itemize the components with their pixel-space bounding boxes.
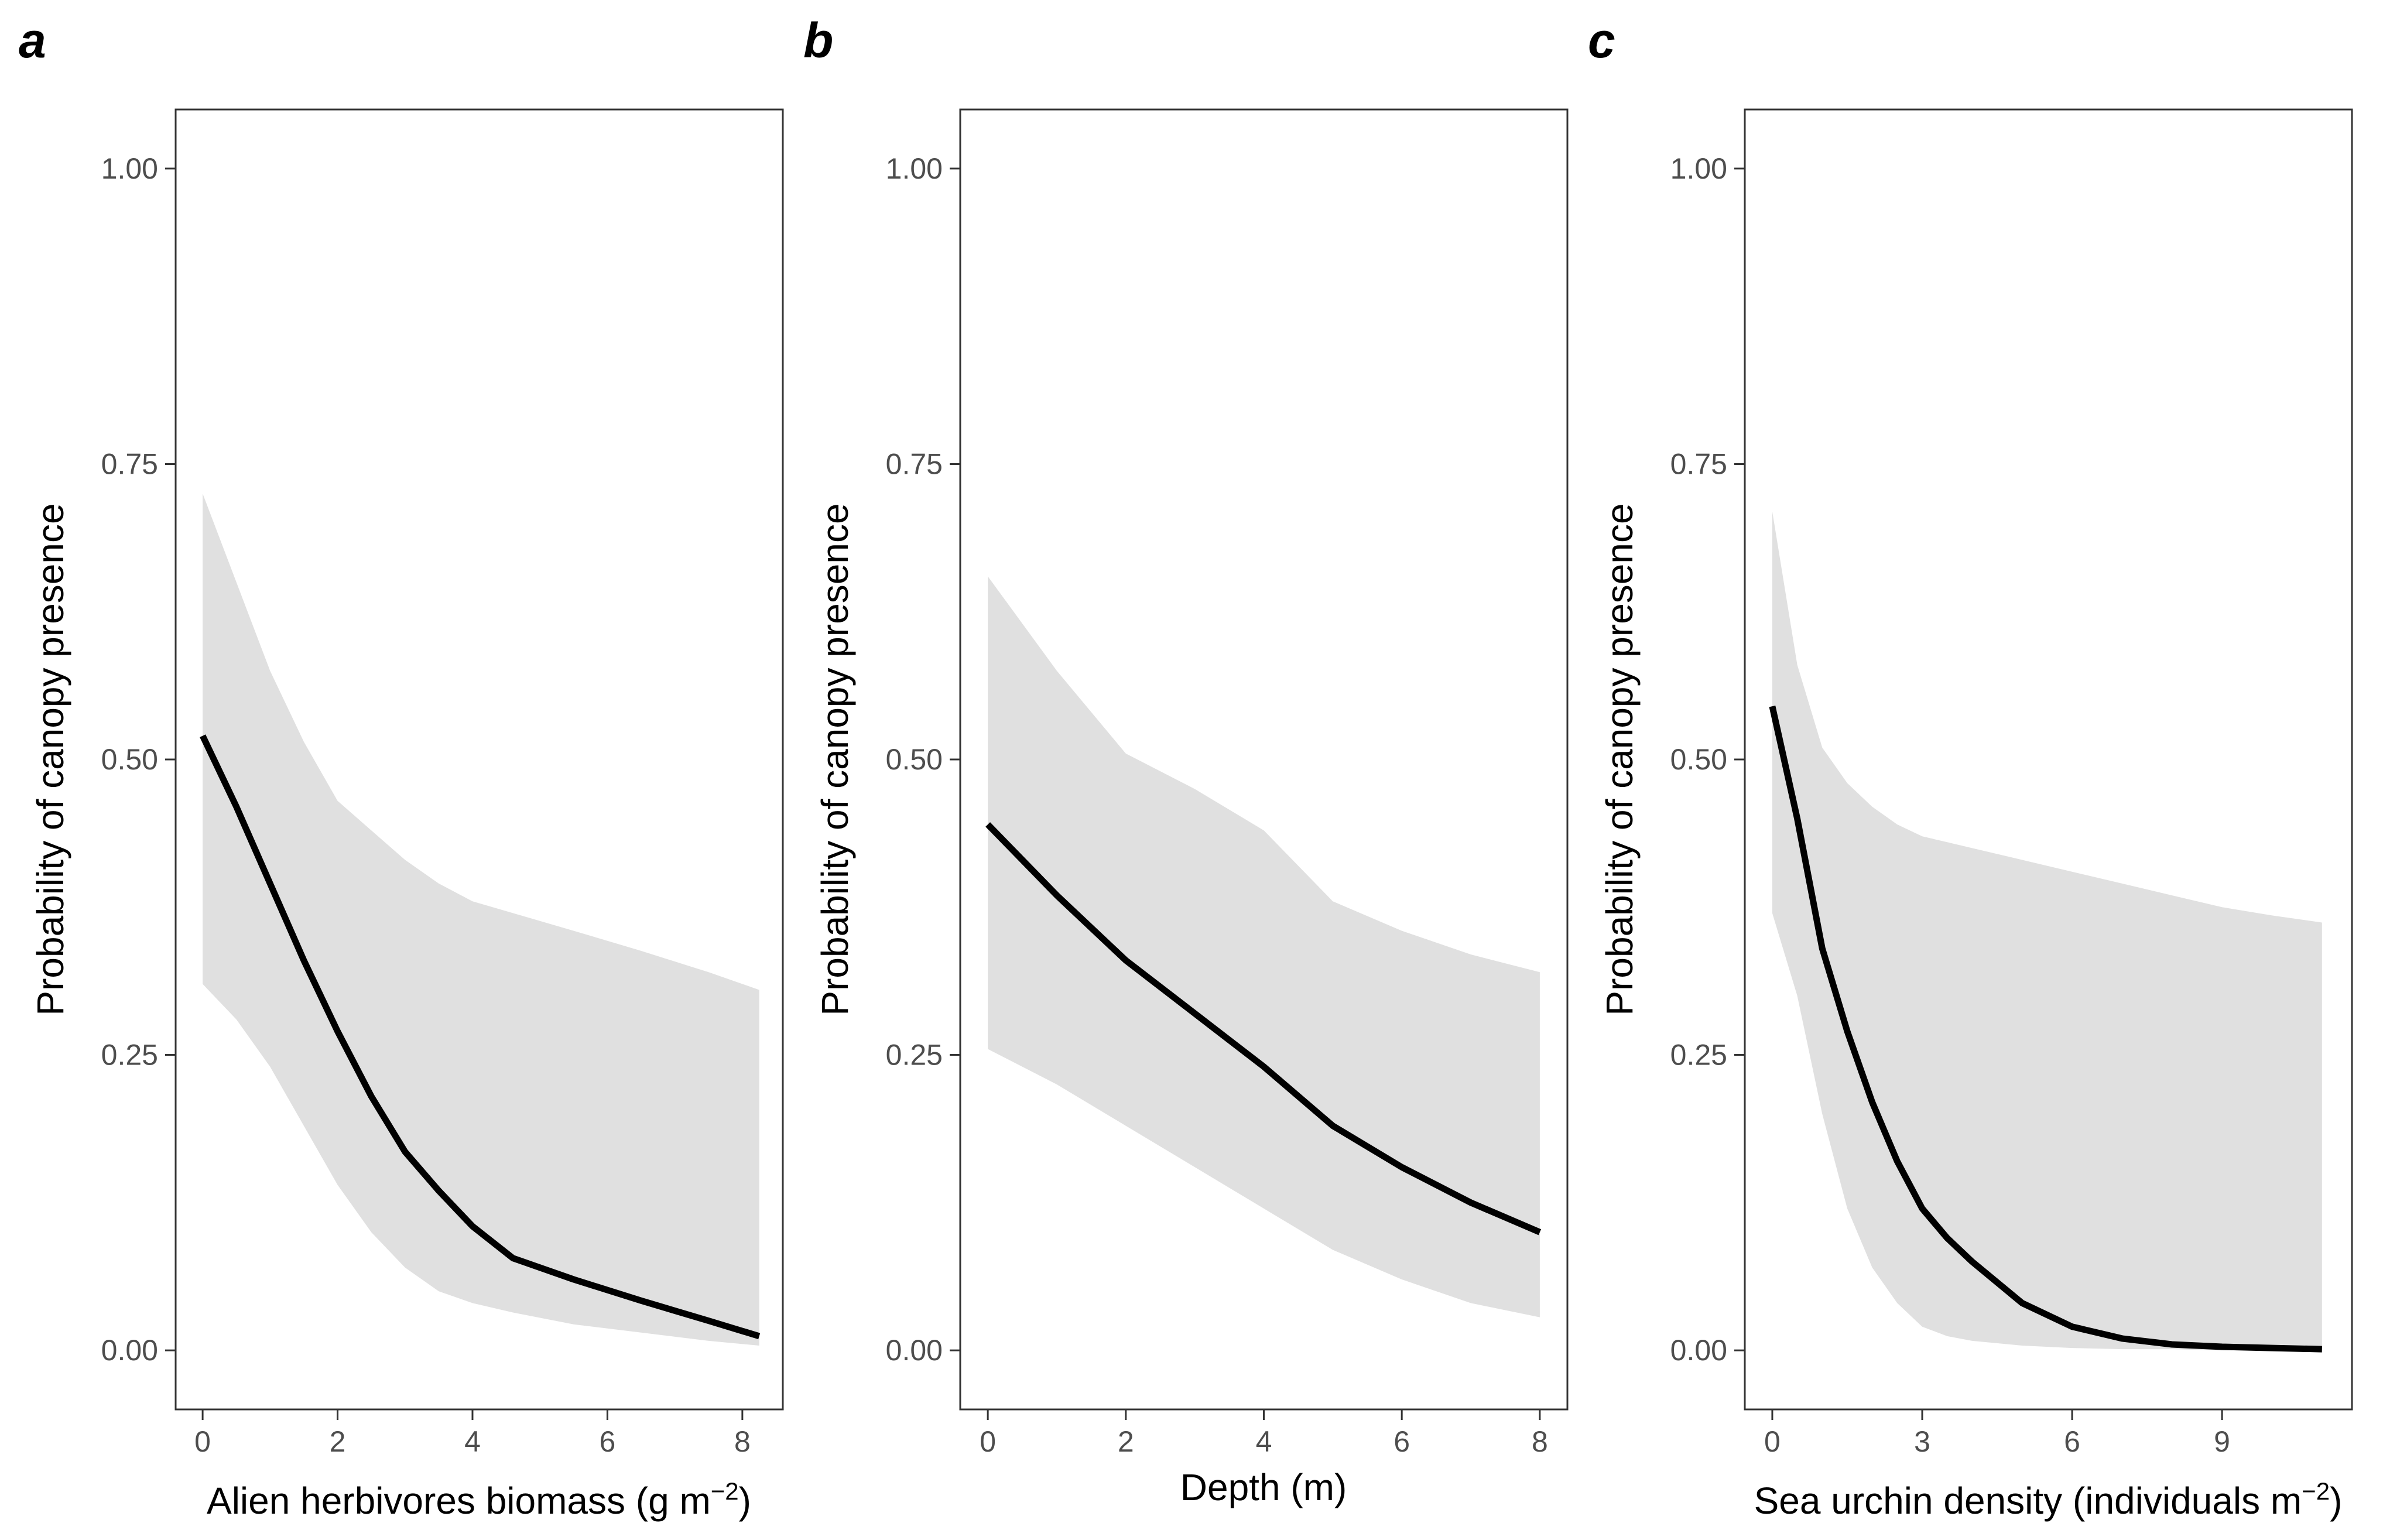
panel-a-y-tick-label: 0.50	[101, 743, 158, 776]
panel-b-x-tick-label: 8	[1532, 1425, 1548, 1458]
panel-a-fit-line	[200, 734, 761, 1340]
panel-b-x-tick-label: 6	[1393, 1425, 1410, 1458]
panel-a-line-layer	[200, 734, 761, 1340]
panel-c-y-axis-title: Probability of canopy presence	[1598, 503, 1641, 1015]
panel-c-x-tick-label: 0	[1764, 1425, 1781, 1458]
panel-c-x-tick-label: 3	[1914, 1425, 1930, 1458]
panel-b-y-tick-label: 1.00	[886, 152, 943, 185]
panel-a-y-axis-title: Probability of canopy presence	[29, 503, 71, 1015]
panel-a-confidence-ribbon	[203, 493, 759, 1346]
panel-b-y-tick-label: 0.50	[886, 743, 943, 776]
panel-b-x-tick-label: 0	[980, 1425, 996, 1458]
panel-a-yticks: 0.00 0.25 0.50 0.75 1.00	[101, 152, 176, 1367]
panel-a-x-tick-label: 2	[330, 1425, 346, 1458]
panel-b-x-tick-label: 2	[1118, 1425, 1134, 1458]
panel-b-x-tick-label: 4	[1256, 1425, 1272, 1458]
panel-b-line-layer	[985, 822, 1542, 1236]
panel-a-x-tick-label: 8	[734, 1425, 751, 1458]
panel-a-y-tick-label: 0.75	[101, 447, 158, 480]
panel-b-y-tick-label: 0.25	[886, 1039, 943, 1072]
panel-a-y-tick-label: 1.00	[101, 152, 158, 185]
panel-b-yticks: 0.00 0.25 0.50 0.75 1.00	[886, 152, 960, 1367]
panel-b: b 0.00 0.25 0.50 0.75 1.00 0 2 4 6 8 Probability…	[803, 13, 1569, 1508]
panel-b-x-axis-title: Depth (m)	[1180, 1466, 1347, 1508]
panel-c-y-tick-label: 1.00	[1670, 152, 1727, 185]
panel-c-yticks: 0.00 0.25 0.50 0.75 1.00	[1670, 152, 1745, 1367]
panel-b-y-tick-label: 0.00	[886, 1334, 943, 1367]
panel-b-fit-line	[985, 822, 1542, 1236]
panel-b-letter: b	[803, 13, 833, 68]
panel-c-letter: c	[1588, 13, 1615, 68]
panel-c-fit-line	[1769, 706, 2322, 1353]
panel-c-xticks: 0 3 6 9	[1764, 1409, 2230, 1458]
panel-b-y-tick-label: 0.75	[886, 447, 943, 480]
panel-c-y-tick-label: 0.00	[1670, 1334, 1727, 1367]
panel-a-ribbon-layer	[203, 493, 759, 1346]
panel-c-x-axis-title-end: )	[2330, 1480, 2342, 1522]
panel-a: a 0.00 0.25 0.50 0.75 1.00 0 2 4 6 8 Probability…	[19, 13, 784, 1522]
panel-c-y-tick-label: 0.25	[1670, 1039, 1727, 1072]
panel-c-x-axis-title-superscript: −2	[2302, 1477, 2330, 1505]
panel-c-ribbon-layer	[1772, 511, 2322, 1351]
panel-c-x-axis-title-main: Sea urchin density (individuals m	[1754, 1480, 2302, 1522]
panel-a-y-tick-label: 0.25	[101, 1039, 158, 1072]
panel-a-xticks: 0 2 4 6 8	[194, 1409, 751, 1458]
panel-a-x-axis-title-end: )	[739, 1480, 751, 1522]
panel-c-line-layer	[1769, 706, 2322, 1353]
panel-c: c 0.00 0.25 0.50 0.75 1.00 0 3 6 9 Probability …	[1588, 13, 2353, 1522]
panel-c-y-tick-label: 0.50	[1670, 743, 1727, 776]
panel-a-x-axis-title: Alien herbivores biomass (g m−2)	[207, 1477, 751, 1522]
panel-a-x-axis-title-main: Alien herbivores biomass (g m	[207, 1480, 711, 1522]
panel-c-x-axis-title: Sea urchin density (individuals m−2)	[1754, 1477, 2343, 1522]
panel-c-x-tick-label: 6	[2064, 1425, 2080, 1458]
panel-c-x-tick-label: 9	[2214, 1425, 2230, 1458]
panel-a-x-tick-label: 0	[194, 1425, 211, 1458]
panel-b-ribbon-layer	[988, 576, 1540, 1317]
panel-b-y-axis-title: Probability of canopy presence	[814, 503, 856, 1015]
panel-a-y-tick-label: 0.00	[101, 1334, 158, 1367]
panel-c-y-tick-label: 0.75	[1670, 447, 1727, 480]
panel-a-letter: a	[19, 13, 46, 68]
panel-a-x-axis-title-superscript: −2	[711, 1477, 739, 1505]
panel-a-x-tick-label: 4	[464, 1425, 481, 1458]
panel-c-confidence-ribbon	[1772, 511, 2322, 1351]
panel-b-xticks: 0 2 4 6 8	[980, 1409, 1548, 1458]
panel-a-x-tick-label: 6	[600, 1425, 616, 1458]
panel-b-confidence-ribbon	[988, 576, 1540, 1317]
